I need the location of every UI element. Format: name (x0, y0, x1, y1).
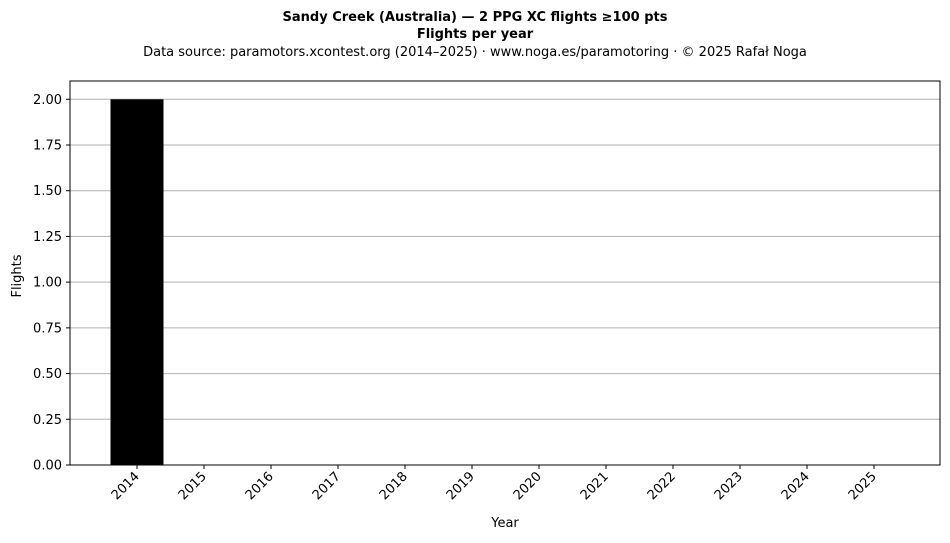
x-tick-label-2014: 2014 (109, 469, 143, 503)
x-tick-label-2019: 2019 (444, 469, 478, 503)
bar-2014 (110, 99, 164, 466)
x-tick-label-2021: 2021 (578, 469, 612, 503)
x-tick-label-2016: 2016 (243, 469, 277, 503)
y-tick-label: 0.50 (33, 367, 62, 382)
y-tick-label: 1.25 (33, 230, 62, 245)
grid-layer (70, 98, 940, 466)
y-tick-label: 1.75 (33, 139, 62, 154)
y-tick-label: 0.25 (33, 413, 62, 428)
x-tick-label-2024: 2024 (779, 469, 813, 503)
y-tick-label: 2.00 (33, 93, 62, 108)
x-tick-label-2018: 2018 (377, 469, 411, 503)
x-tick-label-2023: 2023 (712, 469, 746, 503)
y-axis-label: Flights (10, 254, 25, 297)
chart-title: Sandy Creek (Australia) — 2 PPG XC fligh… (283, 10, 668, 25)
x-tick-label-2015: 2015 (176, 469, 210, 503)
x-axis-label: Year (490, 516, 519, 531)
y-tick-label: 1.00 (33, 276, 62, 291)
y-tick-label: 1.50 (33, 184, 62, 199)
axis-layer: 0.00 0.25 0.50 0.75 1.00 1.25 1.50 1.75 2.00 2014… (33, 80, 941, 503)
x-tick-label-2020: 2020 (511, 469, 545, 503)
y-tick-label: 0.00 (33, 459, 62, 474)
chart-source-note: Data source: paramotors.xcontest.org (20… (143, 45, 807, 60)
bar-layer (110, 99, 164, 466)
x-tick-label-2025: 2025 (846, 469, 880, 503)
chart-subtitle: Flights per year (417, 27, 534, 42)
plot-frame (69, 80, 941, 466)
x-tick-label-2017: 2017 (310, 469, 344, 503)
y-tick-label: 0.75 (33, 321, 62, 336)
x-tick-label-2022: 2022 (645, 469, 679, 503)
